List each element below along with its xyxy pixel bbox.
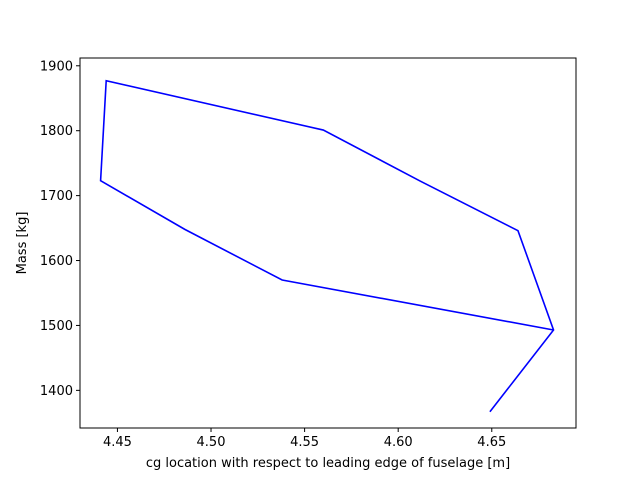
x-tick-label: 4.60: [384, 435, 413, 450]
y-tick-label: 1700: [40, 189, 73, 204]
x-axis-ticks: 4.45 4.50 4.55 4.60 4.65: [103, 428, 506, 450]
plot-layer: [99, 79, 555, 413]
y-axis-label: Mass [kg]: [15, 212, 30, 275]
x-axis-label: cg location with respect to leading edge…: [146, 456, 510, 471]
y-tick-label: 1900: [40, 59, 73, 74]
x-tick-label: 4.55: [290, 435, 319, 450]
x-tick-label: 4.50: [197, 435, 226, 450]
y-tick-label: 1400: [40, 384, 73, 399]
y-tick-label: 1600: [40, 254, 73, 269]
y-axis-ticks: 1400 1500 1600 1700 1800 1900: [40, 59, 80, 399]
y-tick-label: 1800: [40, 124, 73, 139]
y-tick-label: 1500: [40, 319, 73, 334]
x-tick-label: 4.45: [103, 435, 132, 450]
x-tick-label: 4.65: [477, 435, 506, 450]
series-line: [99, 79, 555, 413]
plot-frame: [79, 57, 577, 429]
